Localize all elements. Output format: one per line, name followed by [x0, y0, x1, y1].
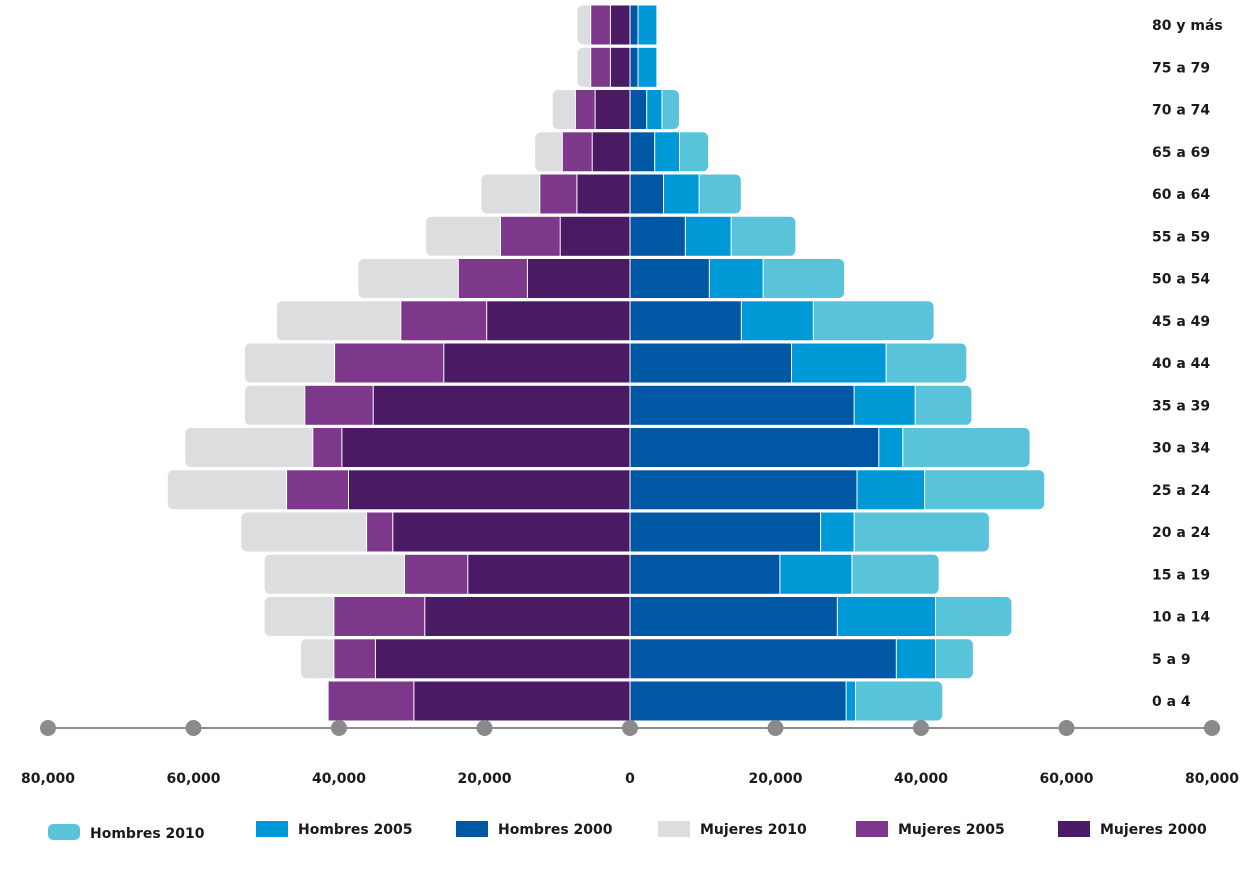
age-label-25-a-24: 25 a 24: [1152, 483, 1210, 499]
legend-swatch: [256, 821, 288, 837]
bar-mujeres-2000-70-a-74: [594, 89, 631, 130]
x-tick-marker: [331, 720, 347, 736]
x-tick-label: 40,000: [894, 771, 948, 787]
x-tick-label: 0: [625, 771, 635, 787]
legend-label: Hombres 2000: [498, 822, 613, 838]
bar-hombres-2000-0-a-4: [629, 680, 847, 722]
legend-swatch: [658, 821, 690, 837]
age-label-50-a-54: 50 a 54: [1152, 272, 1210, 288]
bar-mujeres-2000-55-a-59: [559, 215, 631, 257]
legend-label: Mujeres 2005: [898, 822, 1005, 838]
age-label-60-a-64: 60 a 64: [1152, 187, 1210, 203]
x-tick-marker: [622, 720, 638, 736]
x-tick-label: 20,000: [457, 771, 511, 787]
age-label-80-y-m-s: 80 y más: [1152, 18, 1223, 34]
bar-mujeres-2000-15-a-19: [467, 553, 631, 595]
legend-swatch: [48, 824, 80, 840]
bar-hombres-2000-65-a-69: [629, 131, 656, 173]
bar-mujeres-2000-75-a-79: [609, 46, 631, 88]
legend-label: Mujeres 2000: [1100, 822, 1207, 838]
age-label-45-a-49: 45 a 49: [1152, 314, 1210, 330]
x-tick-label: 20,000: [748, 771, 802, 787]
legend-label: Mujeres 2010: [700, 822, 807, 838]
bar-mujeres-2000-30-a-34: [341, 427, 631, 468]
x-tick-label: 80,000: [21, 771, 75, 787]
bar-hombres-2000-60-a-64: [629, 173, 664, 215]
x-tick-label: 60,000: [1039, 771, 1093, 787]
x-tick-marker: [1058, 720, 1075, 736]
bar-hombres-2000-25-a-24: [629, 469, 858, 511]
bar-mujeres-2000-45-a-49: [486, 300, 631, 342]
legend-item-hombres-2000: Hombres 2000: [456, 821, 613, 838]
bar-hombres-2000-5-a-9: [629, 638, 897, 680]
legend-item-hombres-2005: Hombres 2005: [256, 821, 413, 838]
age-label-20-a-24: 20 a 24: [1152, 525, 1210, 541]
legend-swatch: [456, 821, 488, 837]
bar-mujeres-2000-10-a-14: [424, 596, 631, 637]
age-label-65-a-69: 65 a 69: [1152, 145, 1210, 161]
legend-item-mujeres-2000: Mujeres 2000: [1058, 821, 1207, 838]
x-tick-marker: [185, 720, 202, 736]
bar-mujeres-2000-80-y-m-s: [609, 4, 631, 46]
x-tick-label: 60,000: [166, 771, 220, 787]
bar-hombres-2000-20-a-24: [629, 511, 822, 553]
x-tick-label: 40,000: [312, 771, 366, 787]
x-tick-marker: [40, 720, 56, 736]
bar-hombres-2000-75-a-79: [629, 46, 639, 88]
bars-layer: [166, 4, 1046, 722]
age-label-15-a-19: 15 a 19: [1152, 567, 1210, 583]
bar-hombres-2000-50-a-54: [629, 258, 710, 299]
age-label-40-a-44: 40 a 44: [1152, 356, 1210, 372]
legend: Hombres 2010 Hombres 2005 Hombres 2000 Muje…: [48, 821, 1207, 842]
bar-hombres-2000-15-a-19: [629, 553, 781, 595]
bar-hombres-2000-40-a-44: [629, 342, 792, 384]
legend-swatch: [856, 821, 888, 837]
bar-hombres-2000-70-a-74: [629, 89, 648, 130]
legend-item-hombres-2010: Hombres 2010: [48, 824, 205, 842]
legend-item-mujeres-2005: Mujeres 2005: [856, 821, 1005, 838]
bar-mujeres-2000-20-a-24: [392, 511, 631, 553]
x-tick-marker: [476, 720, 493, 736]
age-label-75-a-79: 75 a 79: [1152, 60, 1210, 76]
age-label-55-a-59: 55 a 59: [1152, 229, 1210, 245]
x-tick-marker: [767, 720, 784, 736]
age-label-5-a-9: 5 a 9: [1152, 652, 1191, 668]
bar-mujeres-2000-65-a-69: [591, 131, 631, 173]
age-label-10-a-14: 10 a 14: [1152, 610, 1210, 626]
legend-label: Hombres 2010: [90, 826, 205, 842]
legend-label: Hombres 2005: [298, 822, 413, 838]
legend-swatch: [1058, 821, 1090, 837]
age-label-30-a-34: 30 a 34: [1152, 441, 1210, 457]
bar-mujeres-2000-25-a-24: [348, 469, 631, 511]
x-tick-marker: [913, 720, 929, 736]
age-label-35-a-39: 35 a 39: [1152, 398, 1210, 414]
x-axis: 80,000 60,000 40,000 20,000 0 20,000 40,000 60,…: [21, 720, 1239, 787]
age-label-70-a-74: 70 a 74: [1152, 103, 1210, 119]
x-tick-marker: [1204, 720, 1220, 736]
bar-hombres-2000-10-a-14: [629, 596, 838, 637]
age-labels: 0 a 4 5 a 9 10 a 14 15 a 19 20 a 24 25 a 24 30…: [1152, 18, 1223, 710]
age-label-0-a-4: 0 a 4: [1152, 694, 1191, 710]
bar-mujeres-2000-35-a-39: [372, 384, 631, 426]
bar-mujeres-2000-40-a-44: [443, 342, 631, 384]
bar-hombres-2000-30-a-34: [629, 427, 880, 468]
bar-mujeres-2000-0-a-4: [413, 680, 631, 722]
bar-mujeres-2000-5-a-9: [374, 638, 631, 680]
x-tick-label: 80,000: [1185, 771, 1239, 787]
bar-hombres-2000-80-y-m-s: [629, 4, 639, 46]
bar-hombres-2000-45-a-49: [629, 300, 742, 342]
bar-mujeres-2000-50-a-54: [526, 258, 631, 299]
bar-mujeres-2000-60-a-64: [576, 173, 631, 215]
bar-hombres-2000-35-a-39: [629, 384, 855, 426]
legend-item-mujeres-2010: Mujeres 2010: [658, 821, 807, 838]
bar-hombres-2000-55-a-59: [629, 215, 686, 257]
